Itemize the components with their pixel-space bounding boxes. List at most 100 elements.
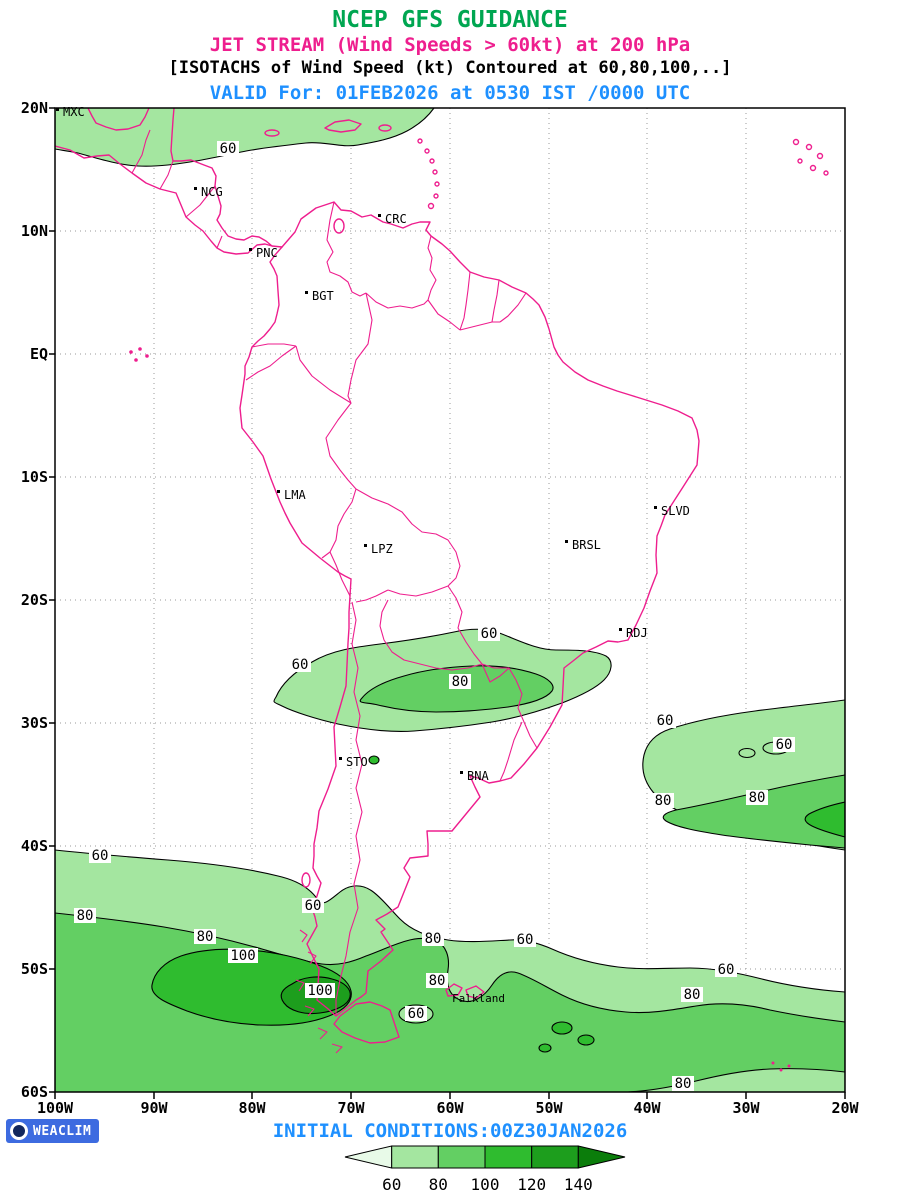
city-marker (619, 628, 622, 631)
guianas-borders (427, 271, 527, 331)
legend-seg-120 (531, 1145, 579, 1169)
color-legend: 60 80 100 120 140 (320, 1140, 650, 1200)
svg-text:80: 80 (684, 987, 701, 1003)
city-labels: MXC NCG CRC PNC BGT LMA LPZ BRSL SLVD RD… (56, 105, 690, 1005)
isotach100-south-atlantic (804, 801, 845, 838)
legend-tick: 120 (517, 1175, 546, 1194)
antilles-islet (424, 148, 430, 154)
city-marker (565, 540, 568, 543)
svg-text:80: 80 (749, 790, 766, 806)
contour-label: 60 (217, 141, 239, 157)
legend-tick: 100 (471, 1175, 500, 1194)
city-label-slvd: SLVD (661, 504, 690, 518)
islet (129, 350, 133, 354)
city-marker (56, 108, 59, 111)
contour-label: 60 (654, 713, 676, 729)
lon-axis-labels: 100W 90W 80W 70W 60W 50W 40W 30W 20W (37, 1099, 860, 1117)
lat-label: 20N (21, 99, 48, 117)
svg-text:60: 60 (657, 713, 674, 729)
islet (771, 1061, 775, 1065)
svg-text:80: 80 (452, 674, 469, 690)
city-label-crc: CRC (385, 212, 407, 226)
svg-text:100: 100 (230, 948, 255, 964)
islet (138, 347, 142, 351)
contour-label: 60 (715, 962, 737, 978)
contour-label: 80 (422, 931, 444, 947)
caribbean-islands (264, 119, 440, 210)
islet (797, 158, 803, 164)
isotach60-atlantic-blob (738, 747, 756, 759)
svg-text:80: 80 (77, 908, 94, 924)
contour-label: 80 (746, 790, 768, 806)
contour-label: 60 (773, 737, 795, 753)
jamaica-island (264, 129, 280, 137)
lon-label: 100W (37, 1099, 74, 1117)
weaclim-logo: WEACLIM (6, 1119, 100, 1143)
city-marker (654, 506, 657, 509)
city-marker (277, 490, 280, 493)
legend-svg: 60 80 100 120 140 (344, 1145, 626, 1194)
isotach100-blob (551, 1021, 573, 1035)
lat-label: 40S (21, 837, 48, 855)
falkland-islands (445, 983, 485, 999)
initial-conditions: INITIAL CONDITIONS:00Z30JAN2026 (272, 1120, 628, 1142)
contour-label: 60 (289, 657, 311, 673)
venezuela-borders (326, 201, 437, 309)
isotach100-blob (538, 1043, 552, 1053)
svg-text:60: 60 (292, 657, 309, 673)
svg-text:60: 60 (305, 898, 322, 914)
valid-time: VALID For: 01FEB2026 at 0530 IST /0000 U… (209, 82, 691, 104)
svg-text:80: 80 (425, 931, 442, 947)
contour-label: 80 (681, 987, 703, 1003)
islet (779, 1068, 783, 1072)
city-label-pnc: PNC (256, 246, 278, 260)
isotach100-blob (577, 1034, 595, 1046)
bolivia-south-borders (329, 551, 449, 603)
lon-label: 60W (436, 1099, 464, 1117)
tierra-del-fuego (333, 1001, 400, 1044)
antilles-islet (434, 181, 440, 187)
city-label-lpz: LPZ (371, 542, 393, 556)
lon-label: 90W (140, 1099, 168, 1117)
antilles-islet (432, 169, 438, 175)
country-borders (131, 129, 538, 1016)
geography-layer (55, 108, 829, 1072)
lake-maracaibo (333, 218, 345, 234)
legend-seg-60 (391, 1145, 439, 1169)
contour-label: 80 (449, 674, 471, 690)
islet (823, 170, 829, 176)
svg-text:80: 80 (655, 793, 672, 809)
logo-circle-icon (10, 1122, 28, 1140)
legend-seg-100 (484, 1145, 533, 1169)
contour-label: 60 (514, 932, 536, 948)
city-label-mxc: MXC (63, 105, 85, 119)
islet (816, 152, 824, 160)
city-label-rdj: RDJ (626, 626, 648, 640)
svg-text:80: 80 (197, 929, 214, 945)
central-america-borders (131, 129, 223, 249)
lon-label: 80W (238, 1099, 266, 1117)
galapagos-islands (129, 347, 149, 362)
lat-label: 20S (21, 591, 48, 609)
colombia-ecuador-borders (245, 292, 373, 404)
cape-verde-islands (792, 138, 829, 176)
fjord-squiggles (295, 929, 343, 1054)
lat-label: 10N (21, 222, 48, 240)
islet (809, 164, 817, 172)
legend-tick: 140 (564, 1175, 593, 1194)
lat-axis-labels: 20N 10N EQ 10S 20S 30S 40S 50S 60S (21, 99, 48, 1101)
city-marker (364, 544, 367, 547)
antilles-islet (417, 138, 423, 144)
contour-label: 60 (89, 848, 111, 864)
lat-label: 10S (21, 468, 48, 486)
islet (805, 143, 813, 151)
antilles-islet (433, 193, 439, 199)
south-atlantic-islets (771, 1061, 791, 1072)
lat-label: 50S (21, 960, 48, 978)
city-label-brsl: BRSL (572, 538, 601, 552)
contour-label: 80 (74, 908, 96, 924)
svg-text:60: 60 (481, 626, 498, 642)
svg-text:60: 60 (517, 932, 534, 948)
chile-argentina-border (335, 601, 363, 1016)
contour-label: 80 (426, 973, 448, 989)
